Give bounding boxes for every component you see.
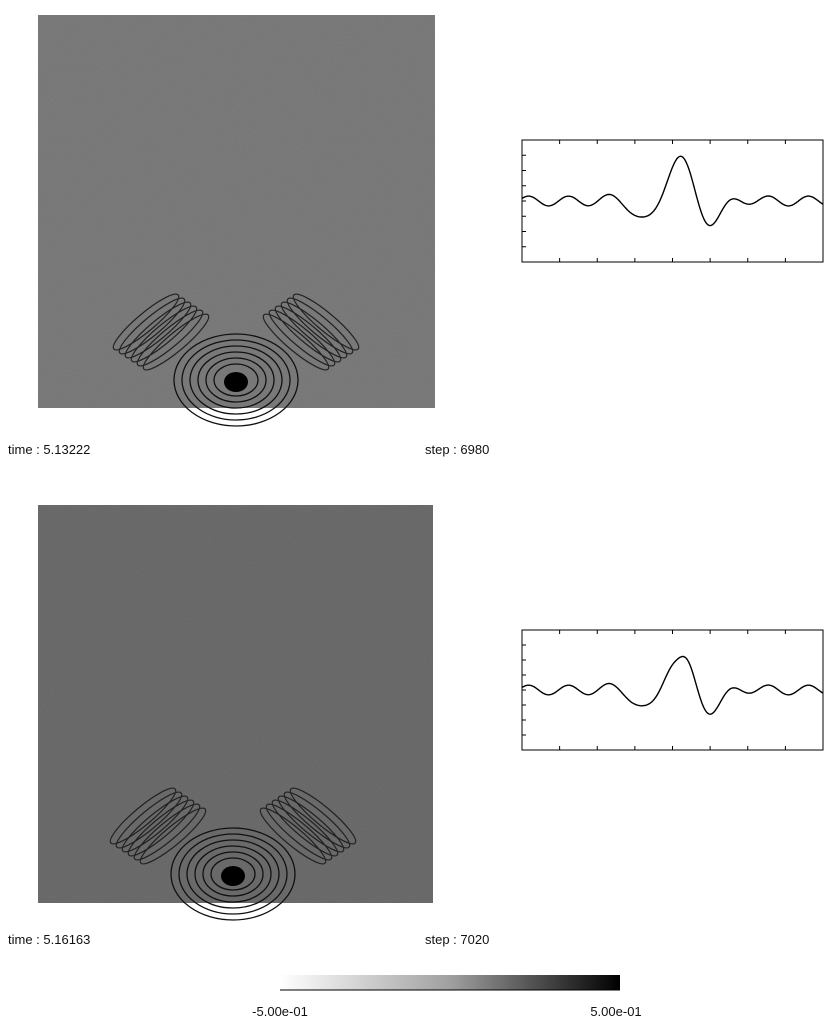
core [221,866,245,886]
profile-plot [522,140,823,262]
field-image [38,15,435,408]
page: time : 5.13222 step : 6980 time : 5.1616… [0,0,824,1021]
field-panel [38,505,433,920]
profile-plot [522,630,823,750]
figure: time : 5.13222 step : 6980 time : 5.1616… [0,0,824,1021]
field-panel [38,15,435,426]
colorbar-max-label: 5.00e-01 [590,1004,641,1019]
time-label: time : 5.13222 [8,442,90,457]
field-image [38,505,433,903]
step-label: step : 7020 [425,932,489,947]
step-label: step : 6980 [425,442,489,457]
colorbar-min-label: -5.00e-01 [252,1004,308,1019]
colorbar [280,975,620,990]
core [224,372,248,392]
time-label: time : 5.16163 [8,932,90,947]
